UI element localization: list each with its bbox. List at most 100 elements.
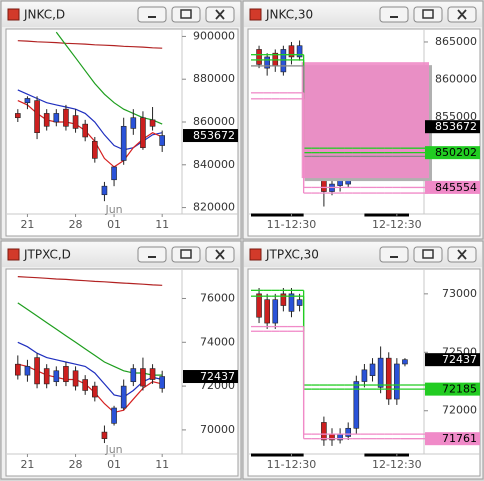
candle-body: [111, 407, 117, 424]
x-tick-label: 21: [20, 458, 34, 471]
plot: [15, 276, 165, 444]
candle-body: [337, 180, 343, 186]
month-label: Jun: [104, 443, 122, 456]
price-marker: [425, 353, 480, 367]
candle-body: [120, 385, 127, 409]
window-button-max[interactable]: [413, 246, 443, 263]
candle-body: [72, 370, 79, 387]
moving-average-line: [17, 302, 163, 376]
candle-body: [24, 366, 31, 376]
candle-body: [15, 363, 21, 376]
price-marker: [425, 120, 480, 134]
window-title: JTPXC,30: [265, 248, 319, 262]
candle-body: [149, 368, 156, 380]
window-button-min[interactable]: [137, 6, 167, 23]
button-glyph: [215, 9, 225, 20]
x-tick-label: 01: [107, 458, 121, 471]
window-icon: [249, 248, 262, 261]
y-tick-label: 900000: [193, 29, 235, 42]
price-marker: [183, 370, 238, 384]
candle-body: [63, 108, 69, 127]
candle-body: [111, 166, 117, 181]
price-marker-label: 72437: [200, 370, 235, 383]
candle-body: [82, 123, 88, 138]
candle-body: [288, 293, 295, 312]
candle-body: [130, 117, 137, 129]
window-button-max[interactable]: [171, 6, 201, 23]
candle-body: [130, 368, 137, 383]
price-marker-label: 845554: [435, 181, 477, 194]
window-icon: [249, 8, 262, 21]
y-tick-label: 73000: [442, 287, 477, 300]
price-marker-label: 72185: [442, 383, 477, 396]
window-button-min[interactable]: [379, 6, 409, 23]
window-title: JTPXC,D: [23, 248, 71, 262]
candle-body: [264, 299, 270, 324]
price-marker-label: 853672: [435, 120, 477, 133]
candle-body: [159, 135, 165, 146]
candle-body: [149, 119, 156, 127]
candle-body: [256, 49, 262, 65]
moving-average-line: [17, 341, 163, 398]
candle-body: [120, 125, 127, 161]
price-marker-label: 71761: [442, 432, 477, 445]
price-marker: [425, 432, 480, 446]
moving-average-line: [17, 100, 163, 168]
y-tick-label: 74000: [200, 335, 235, 348]
candle-body: [288, 45, 295, 58]
candle-body: [140, 368, 146, 387]
y-tick-label: 820000: [193, 201, 235, 214]
x-tick-label: 11: [155, 218, 169, 231]
x-tick-label: 11-12:30: [267, 218, 317, 231]
button-glyph: [180, 9, 192, 19]
candle-body: [140, 117, 146, 148]
candle-body: [296, 45, 303, 58]
candle-body: [43, 368, 50, 385]
price-marker: [425, 180, 480, 194]
window-button-max[interactable]: [171, 246, 201, 263]
candle-body: [43, 113, 50, 127]
price-marker-label: 850202: [435, 146, 477, 159]
x-tick-label: 21: [20, 218, 34, 231]
candle-body: [24, 98, 31, 104]
window-button-min[interactable]: [137, 246, 167, 263]
x-tick-label: 11-12:30: [267, 458, 317, 471]
x-tick-label: 11: [155, 458, 169, 471]
button-glyph: [215, 249, 225, 260]
window-icon: [7, 248, 20, 261]
x-tick-label: 01: [107, 218, 121, 231]
button-glyph: [180, 249, 192, 259]
candle-body: [63, 366, 69, 383]
candle-body: [53, 370, 60, 383]
price-marker: [425, 382, 480, 396]
window-title: JNKC,30: [265, 8, 313, 22]
window-button-min[interactable]: [379, 246, 409, 263]
chart-window: JNKC,D 820000 840000 860000 880000 900000 21 28…: [0, 0, 242, 240]
candle-body: [321, 422, 327, 441]
y-tick-label: 865000: [435, 35, 477, 48]
button-glyph: [422, 249, 434, 259]
candle-body: [394, 363, 400, 400]
candle-body: [345, 427, 352, 437]
price-marker: [183, 129, 238, 143]
candle-body: [377, 357, 384, 388]
y-tick-label: 840000: [193, 158, 235, 171]
candle-body: [280, 293, 287, 306]
y-tick-label: 70000: [200, 423, 235, 436]
chart-window: JNKC,30 855000 860000 865000 11-12:30 12-12:3…: [242, 0, 484, 240]
candle-body: [82, 379, 88, 391]
button-glyph: [457, 9, 467, 20]
candle-body: [34, 357, 40, 385]
window-icon: [7, 8, 20, 21]
candle-body: [361, 369, 368, 382]
window-button-max[interactable]: [413, 6, 443, 23]
button-glyph: [422, 9, 434, 19]
candle-body: [101, 431, 108, 439]
candle-body: [159, 376, 165, 389]
candle-body: [72, 115, 79, 129]
moving-average-line: [17, 40, 163, 49]
candle-body: [280, 49, 287, 73]
